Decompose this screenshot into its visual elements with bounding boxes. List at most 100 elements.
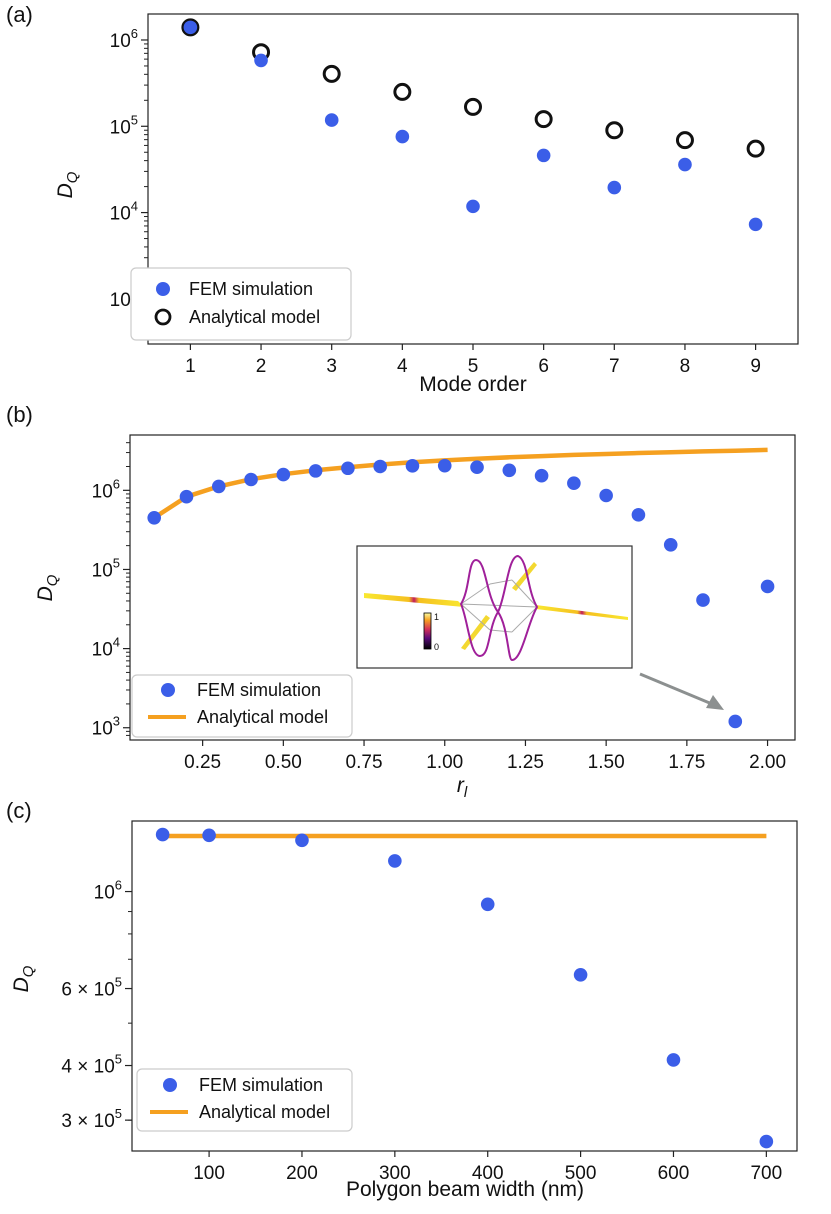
inset-arrow-line xyxy=(639,672,713,706)
fem-point xyxy=(534,468,549,483)
panel-a-xlabel: Mode order xyxy=(419,373,526,396)
inset-upper-beam xyxy=(512,562,537,591)
inset-colorbar xyxy=(423,612,432,650)
x-tick-label: 100 xyxy=(193,1163,225,1184)
panel-b-label: (b) xyxy=(6,402,33,427)
x-tick-label: 0.75 xyxy=(346,752,383,773)
fem-point xyxy=(341,461,355,476)
legend-box xyxy=(130,267,352,341)
panel-b-inset: 1 0 xyxy=(356,545,633,669)
y-tick-label: 4 × 105 xyxy=(61,1052,122,1078)
legend-analytical-marker xyxy=(154,308,172,326)
fem-point xyxy=(599,488,613,503)
y-tick-label: 106 xyxy=(110,26,138,52)
legend-fem-marker xyxy=(163,1078,177,1092)
x-tick-label: 5 xyxy=(468,356,479,377)
x-tick-label: 300 xyxy=(379,1163,411,1184)
x-tick-label: 2 xyxy=(256,356,267,377)
panel-c-frame xyxy=(131,820,798,1152)
x-tick-label: 1 xyxy=(185,356,196,377)
panel-c-legend: FEM simulation Analytical model xyxy=(136,1068,353,1132)
x-tick-label: 8 xyxy=(680,356,691,377)
x-tick-label: 1.75 xyxy=(668,752,705,773)
fem-point xyxy=(254,53,268,68)
panel-a-legend: FEM simulation Analytical model xyxy=(130,267,352,341)
inset-mode-shape xyxy=(459,554,539,662)
inset-left-beam xyxy=(364,593,464,607)
panel-b-data xyxy=(147,447,775,729)
fem-point xyxy=(760,579,775,594)
fem-point xyxy=(666,1053,681,1067)
y-tick-label: 104 xyxy=(92,635,120,661)
x-tick-label: 200 xyxy=(286,1163,318,1184)
legend-fem-label: FEM simulation xyxy=(197,680,321,700)
x-tick-label: 3 xyxy=(326,356,337,377)
analytical-point xyxy=(534,110,553,129)
inset-colorbar-max: 1 xyxy=(434,612,439,622)
fem-point xyxy=(759,1134,774,1149)
fem-point xyxy=(466,199,480,214)
legend-box xyxy=(131,674,353,738)
legend-fem-marker xyxy=(161,683,175,697)
fem-point xyxy=(502,463,517,478)
fem-point xyxy=(295,833,309,848)
y-tick-label: 105 xyxy=(110,112,138,138)
analytical-point xyxy=(675,131,694,150)
analytical-point xyxy=(746,139,765,158)
fem-point xyxy=(573,968,588,982)
x-tick-label: 0.25 xyxy=(184,752,221,773)
x-tick-label: 700 xyxy=(750,1163,782,1184)
fem-point xyxy=(147,510,162,525)
panel-a-data xyxy=(181,18,765,232)
x-tick-label: 7 xyxy=(609,356,620,377)
x-tick-label: 0.50 xyxy=(265,752,302,773)
panel-b-legend: FEM simulation Analytical model xyxy=(131,674,353,738)
panel-b-axis-ticks: 0.25 0.50 0.75 1.00 1.25 1.50 1.75 2.0010310410… xyxy=(92,442,786,773)
x-tick-label: 1.00 xyxy=(426,752,463,773)
x-tick-label: 9 xyxy=(750,356,761,377)
panel-a-label: (a) xyxy=(6,2,33,27)
fem-point xyxy=(470,460,484,474)
legend-fem-marker xyxy=(156,282,170,296)
fem-point xyxy=(308,464,323,478)
fem-point xyxy=(663,537,678,552)
fem-point xyxy=(183,20,198,35)
x-tick-label: 600 xyxy=(658,1163,690,1184)
fem-point xyxy=(437,458,452,473)
panel-c-data xyxy=(155,827,774,1149)
panel-b: (b) 0.25 0.50 0.75 1.00 1.25 1.50 1.75 2.00 103 1… xyxy=(6,402,796,801)
fem-point xyxy=(480,897,495,912)
analytical-point xyxy=(322,64,341,83)
fem-point xyxy=(211,479,226,494)
x-tick-label: 4 xyxy=(397,356,408,377)
analytical-point xyxy=(605,121,624,140)
fem-point xyxy=(696,593,710,607)
inset-colorbar-min: 0 xyxy=(434,642,439,652)
legend-fem-label: FEM simulation xyxy=(189,279,313,299)
panel-b-xlabel: rl xyxy=(457,774,468,801)
inset-arrow-head xyxy=(706,695,724,710)
x-tick-label: 6 xyxy=(538,356,549,377)
legend-analytical-label: Analytical model xyxy=(199,1102,330,1122)
fem-point xyxy=(324,113,339,127)
x-tick-label: 2.00 xyxy=(749,752,786,773)
legend-box xyxy=(136,1068,353,1132)
fem-point xyxy=(395,129,410,144)
y-tick-label: 103 xyxy=(92,714,120,740)
y-tick-label: 106 xyxy=(92,476,120,502)
y-tick-label: 106 xyxy=(94,878,122,904)
fem-point xyxy=(631,508,646,522)
fem-point xyxy=(607,180,622,195)
legend-analytical-label: Analytical model xyxy=(189,307,320,327)
fem-point xyxy=(748,217,763,232)
fem-point xyxy=(388,854,402,868)
analytical-point xyxy=(464,97,482,116)
fem-point xyxy=(728,714,743,729)
panel-c: (c) 100 200 300 400 500 600 700 106 6 × 105 4 × 1… xyxy=(6,798,798,1201)
fem-point xyxy=(276,467,291,482)
panel-a-ylabel: DQ xyxy=(54,171,81,198)
x-tick-label: 1.25 xyxy=(507,752,544,773)
fem-point xyxy=(678,157,692,172)
y-tick-label: 105 xyxy=(92,555,120,581)
